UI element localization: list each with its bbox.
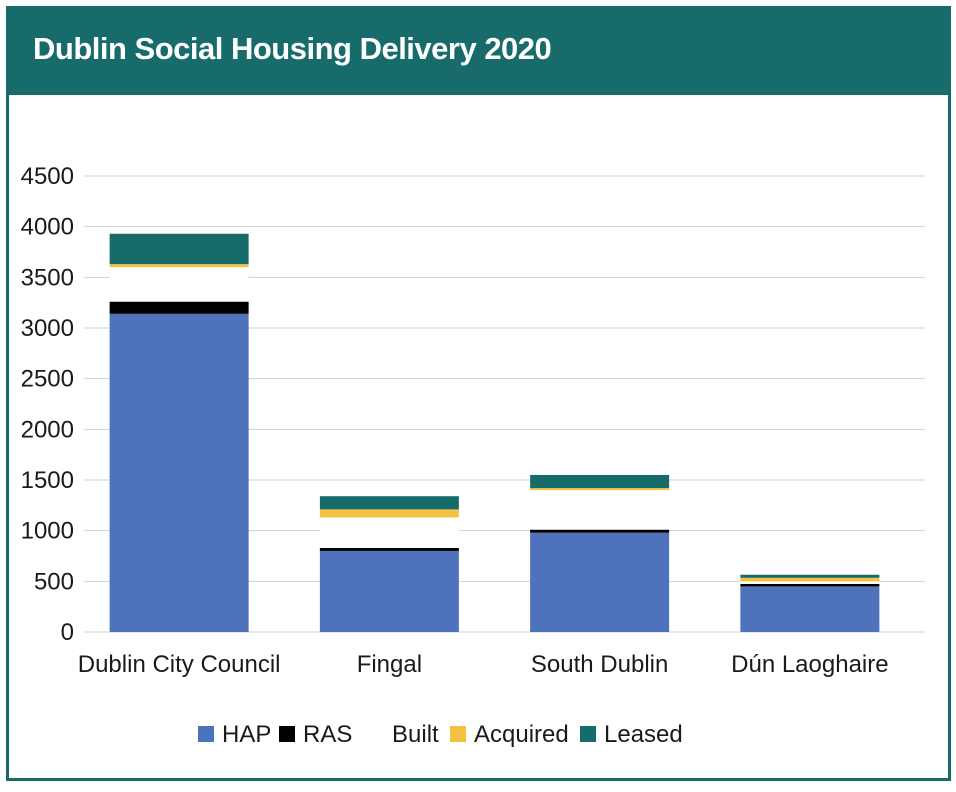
x-tick-label: Dún Laoghaire [731, 651, 888, 678]
bar-ras-1 [319, 547, 459, 551]
bar-leased-2 [530, 474, 670, 489]
y-tick-label: 3500 [21, 264, 74, 291]
y-tick-label: 2000 [21, 416, 74, 443]
bar-built-1 [319, 517, 459, 548]
x-tick-label: South Dublin [531, 651, 668, 678]
y-tick-label: 500 [34, 568, 74, 595]
bar-hap-3 [740, 586, 880, 632]
bar-acquired-1 [319, 509, 459, 518]
bar-acquired-3 [740, 577, 880, 582]
y-tick-label: 4500 [21, 163, 74, 190]
chart-header: Dublin Social Housing Delivery 2020 [9, 9, 948, 95]
y-tick-label: 3000 [21, 315, 74, 342]
y-tick-label: 0 [61, 619, 74, 646]
legend-swatch-hap [198, 726, 214, 742]
bar-leased-3 [740, 574, 880, 578]
legend-swatch-built [368, 726, 384, 742]
y-tick-label: 2500 [21, 366, 74, 393]
bar-built-2 [530, 490, 670, 530]
y-tick-label: 1000 [21, 518, 74, 545]
y-tick-label: 4000 [21, 214, 74, 241]
x-tick-labels: Dublin City Council Fingal South Dublin Dún… [78, 651, 889, 678]
bars [109, 233, 880, 632]
x-tick-label: Dublin City Council [78, 651, 281, 678]
bar-built-3 [740, 581, 880, 584]
legend-swatch-leased [580, 726, 596, 742]
legend-label-built: Built [392, 721, 439, 748]
bar-ras-2 [530, 529, 670, 533]
y-tick-label: 1500 [21, 467, 74, 494]
bar-hap-2 [530, 532, 670, 632]
bar-leased-1 [319, 496, 459, 510]
legend-swatch-ras [279, 726, 295, 742]
bar-hap-0 [109, 313, 249, 632]
legend-label-hap: HAP [222, 721, 271, 748]
legend-swatch-acquired [450, 726, 466, 742]
bar-ras-0 [109, 301, 249, 314]
legend-label-leased: Leased [604, 721, 683, 748]
chart-title: Dublin Social Housing Delivery 2020 [33, 31, 552, 66]
bar-acquired-0 [109, 264, 249, 268]
x-tick-label: Fingal [357, 651, 422, 678]
bar-leased-0 [109, 233, 249, 265]
y-tick-labels: 0 500 1000 1500 2000 2500 3000 3500 4000 4500 [21, 163, 74, 646]
legend-label-ras: RAS [303, 721, 352, 748]
legend: HAP RAS Built Acquired Leased [198, 721, 683, 748]
bar-ras-3 [740, 583, 880, 587]
bar-hap-1 [319, 550, 459, 632]
bar-built-0 [109, 267, 249, 302]
legend-label-acquired: Acquired [474, 721, 569, 748]
bar-acquired-2 [530, 488, 670, 491]
